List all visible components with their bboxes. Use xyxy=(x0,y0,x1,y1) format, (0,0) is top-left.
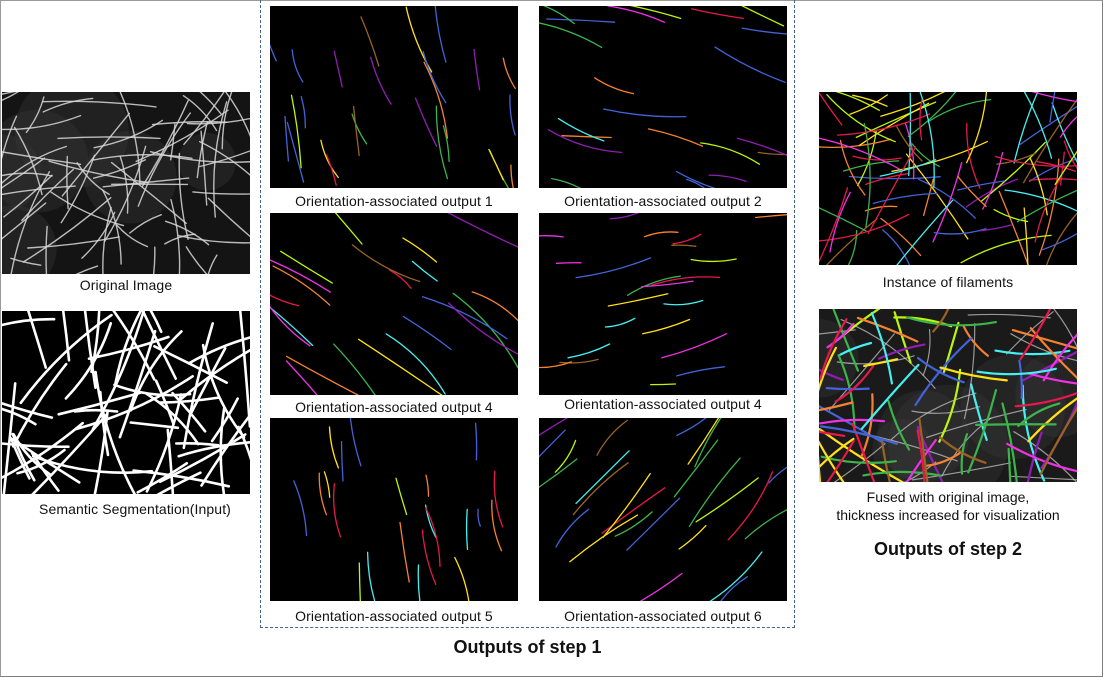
step1-output-6-caption: Orientation-associated output 6 xyxy=(564,608,762,624)
step2-title: Outputs of step 2 xyxy=(874,539,1022,559)
original-image xyxy=(2,92,250,274)
instance-of-filaments-caption: Instance of filaments xyxy=(882,274,1014,290)
step1-output-1-caption: Orientation-associated output 1 xyxy=(295,193,493,209)
instance-of-filaments-image xyxy=(819,92,1077,265)
step1-output-3-caption: Orientation-associated output 4 xyxy=(295,399,493,415)
step1-output-2-image xyxy=(539,6,787,188)
step1-output-5-caption: Orientation-associated output 5 xyxy=(295,608,493,624)
fused-caption-line2: thickness increased for visualization xyxy=(836,507,1060,523)
semantic-segmentation-filaments xyxy=(2,311,250,494)
fused-image xyxy=(819,309,1077,482)
fused-caption-line1: Fused with original image, xyxy=(866,489,1030,505)
step1-output-3-image xyxy=(270,213,518,395)
step1-dashed-box xyxy=(260,0,795,628)
step1-output-5-image xyxy=(270,418,518,601)
fused-caption: Fused with original image, thickness inc… xyxy=(812,488,1084,524)
step1-title: Outputs of step 1 xyxy=(453,637,602,657)
step1-output-4-image xyxy=(539,213,787,395)
original-image-caption: Original Image xyxy=(79,277,173,293)
semantic-segmentation-caption: Semantic Segmentation(Input) xyxy=(39,501,231,517)
original-image-filaments xyxy=(2,92,250,274)
semantic-segmentation-image xyxy=(2,311,250,494)
step1-output-2-caption: Orientation-associated output 2 xyxy=(564,193,762,209)
step1-output-6-image xyxy=(539,418,787,601)
step1-output-1-image xyxy=(270,6,518,188)
step1-output-4-caption: Orientation-associated output 4 xyxy=(564,396,762,412)
